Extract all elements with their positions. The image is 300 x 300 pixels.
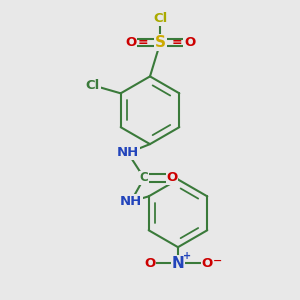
- Text: NH: NH: [117, 146, 139, 159]
- Text: O: O: [184, 36, 195, 49]
- Text: Cl: Cl: [85, 79, 100, 92]
- Text: O: O: [144, 257, 156, 270]
- Text: O: O: [125, 36, 136, 49]
- Text: O: O: [202, 257, 213, 270]
- Text: N: N: [172, 256, 184, 271]
- Text: O: O: [167, 172, 178, 184]
- Text: NH: NH: [120, 195, 142, 208]
- Text: =: =: [138, 36, 148, 49]
- Text: −: −: [213, 256, 222, 266]
- Text: =: =: [172, 36, 183, 49]
- Text: C: C: [140, 172, 148, 184]
- Text: Cl: Cl: [153, 13, 167, 26]
- Text: S: S: [155, 35, 166, 50]
- Text: +: +: [183, 251, 191, 261]
